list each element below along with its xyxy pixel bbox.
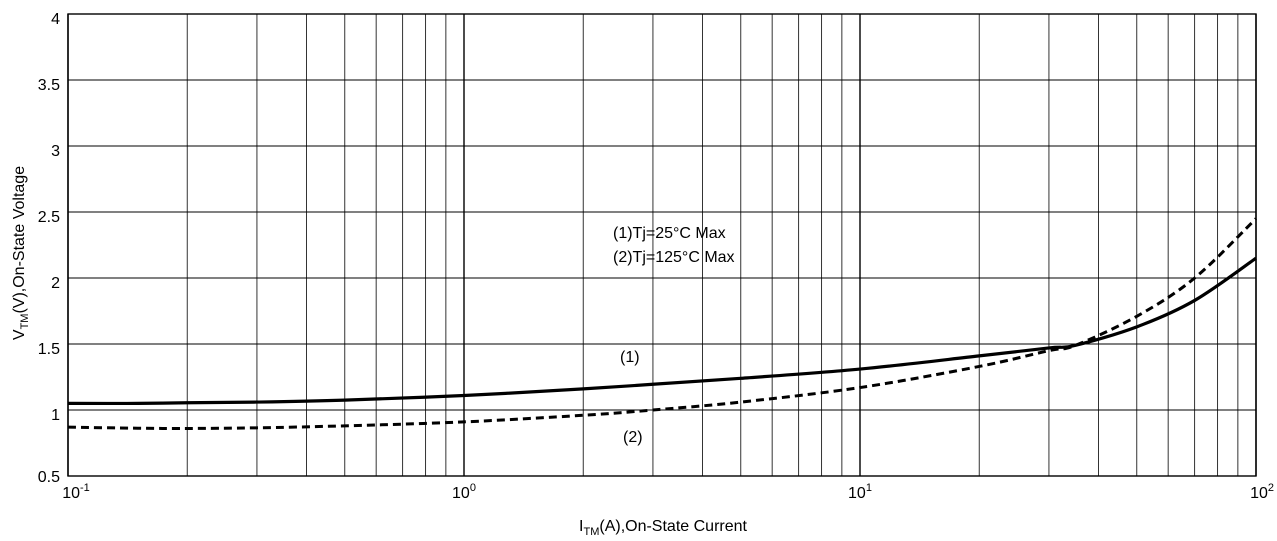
y-tick-label: 4 (51, 11, 60, 28)
series-2-label: (2) (623, 429, 643, 446)
grid (67, 13, 1257, 477)
plot-frame (67, 13, 1257, 477)
x-tick-label: 100 (452, 482, 476, 502)
x-tick-label: 101 (848, 482, 872, 502)
y-tick-label: 3.5 (38, 77, 60, 94)
y-tick-label: 0.5 (38, 469, 60, 486)
y-axis-title-sub: TM (19, 314, 31, 330)
y-tick-label: 2 (51, 275, 60, 292)
series-layer (67, 217, 1258, 430)
series-1-label: (1) (620, 349, 640, 366)
y-tick-label: 3 (51, 143, 60, 160)
x-axis-title: ITM(A),On-State Current (579, 518, 748, 538)
x-axis-title-rest: (A),On-State Current (599, 518, 747, 535)
x-tick-label: 102 (1250, 482, 1274, 502)
y-axis-title-group: VTM(V),On-State Voltage (11, 166, 31, 340)
y-axis-title-base: V (11, 329, 28, 340)
y-tick-label: 1 (51, 407, 60, 424)
y-axis-title-rest: (V),On-State Voltage (11, 166, 28, 314)
legend-entry-1: (1)Tj=25°C Max (613, 225, 726, 242)
x-tick-labels: 10-1 100 101 102 (62, 482, 1274, 502)
x-axis-title-base: I (579, 518, 583, 535)
series-2-line (67, 217, 1258, 430)
y-tick-label: 2.5 (38, 209, 60, 226)
series-1-line (67, 256, 1257, 406)
legend-entry-2: (2)Tj=125°C Max (613, 249, 735, 266)
x-tick-label: 10-1 (62, 482, 90, 502)
x-axis-title-sub: TM (583, 526, 599, 538)
y-tick-labels: 0.5 1 1.5 2 2.5 3 3.5 4 (38, 11, 60, 486)
y-tick-label: 1.5 (38, 341, 60, 358)
y-axis-title: VTM(V),On-State Voltage (11, 166, 31, 340)
